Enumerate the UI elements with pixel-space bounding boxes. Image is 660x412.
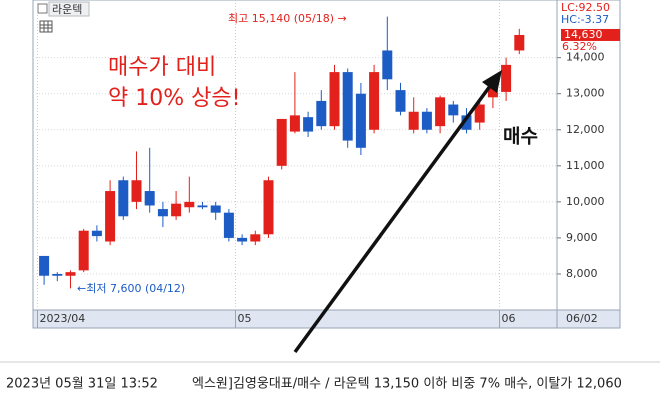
headline-2: 약 10% 상승! xyxy=(108,86,240,111)
candle-body xyxy=(342,72,353,141)
candle-body xyxy=(39,255,50,276)
candle-body xyxy=(105,191,116,242)
chart-frame xyxy=(32,0,621,329)
date-strip xyxy=(32,309,621,329)
y-tick-label: 10,000 xyxy=(566,195,605,208)
y-tick-label: 11,000 xyxy=(566,159,605,172)
candle-body xyxy=(408,111,419,130)
headline-1: 매수가 대비 xyxy=(108,55,216,80)
footer-message: 엑스원]김영웅대표/매수 / 라운텍 13,150 이하 비중 7% 매수, 이… xyxy=(192,377,622,392)
y-tick-label: 8,000 xyxy=(566,267,598,280)
checkbox[interactable] xyxy=(37,3,48,14)
change-label: 6.32% xyxy=(562,40,597,53)
candle-body xyxy=(91,230,102,237)
candle-body xyxy=(223,212,234,238)
candle-body xyxy=(501,64,512,92)
candle-body xyxy=(276,118,287,166)
candle-body xyxy=(382,50,393,80)
candle-body xyxy=(474,104,485,123)
candle-body xyxy=(52,273,63,276)
candle-body xyxy=(355,93,366,148)
candle-body xyxy=(250,234,261,242)
candle-body xyxy=(369,72,380,130)
y-tick-label: 9,000 xyxy=(566,231,598,244)
candle-body xyxy=(210,205,221,213)
candle-body xyxy=(171,203,182,217)
buy-arrow xyxy=(293,70,502,354)
candle-body xyxy=(435,97,446,127)
candle-body xyxy=(197,205,208,208)
candle-body xyxy=(329,72,340,127)
candle-body xyxy=(144,191,155,206)
y-tick-label: 13,000 xyxy=(566,87,605,100)
footer-time: 2023년 05월 31일 13:52 xyxy=(6,377,158,392)
candle-body xyxy=(461,115,472,130)
x-tick-label: 05 xyxy=(238,312,252,325)
grid-icon[interactable] xyxy=(39,20,53,33)
candle-body xyxy=(303,117,314,132)
stock-name: 라운텍 xyxy=(52,3,82,16)
candle-body xyxy=(237,237,248,242)
candle-body xyxy=(184,201,195,208)
candle-body xyxy=(395,90,406,112)
lc-label: LC:92.50 xyxy=(561,1,610,14)
x-tick-label: 2023/04 xyxy=(40,312,86,325)
stock-tab[interactable] xyxy=(48,1,90,17)
candle-body xyxy=(78,230,89,271)
y-tick-label: 12,000 xyxy=(566,123,605,136)
candle-body xyxy=(316,100,327,127)
high-note: 최고 15,140 (05/18) → xyxy=(228,12,347,25)
candle-body xyxy=(131,180,142,202)
hc-label: HC:-3.37 xyxy=(561,13,609,26)
candle-body xyxy=(118,180,129,217)
candle-body xyxy=(448,104,459,116)
current-price-box xyxy=(561,28,620,41)
last-date-label: 06/02 xyxy=(566,312,598,325)
low-note: ←최저 7,600 (04/12) xyxy=(77,282,185,295)
current-price-label: 14,630 xyxy=(564,28,603,41)
candle-body xyxy=(65,272,76,276)
candle-body xyxy=(487,88,498,98)
candle-body xyxy=(263,180,274,235)
x-tick-label: 06 xyxy=(502,312,516,325)
candle-body xyxy=(289,115,300,132)
y-tick-label: 14,000 xyxy=(566,51,605,64)
candle-body xyxy=(421,111,432,130)
candle-body xyxy=(157,209,168,217)
buy-note: 매수 xyxy=(503,126,538,148)
candle-body xyxy=(514,34,525,51)
